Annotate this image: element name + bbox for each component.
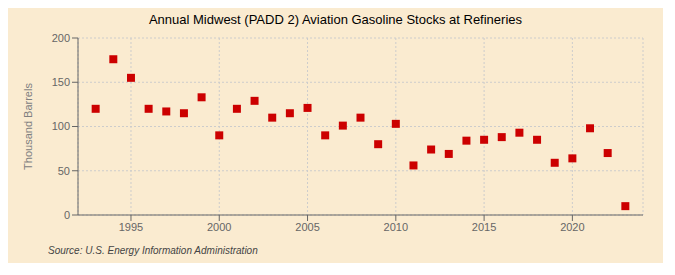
html-text:Source: U.S. Energy Informatio: Source: U.S. Energy Information Administ… xyxy=(48,245,258,256)
svg-text:150: 150 xyxy=(52,76,70,88)
svg-text:2020: 2020 xyxy=(560,221,584,233)
svg-text:Thousand Barrels: Thousand Barrels xyxy=(22,83,34,170)
svg-text:2005: 2005 xyxy=(295,221,319,233)
svg-text:2010: 2010 xyxy=(384,221,408,233)
html-text:Annual Midwest (PADD 2) Aviati: Annual Midwest (PADD 2) Aviation Gasolin… xyxy=(149,12,522,27)
svg-text:50: 50 xyxy=(58,165,70,177)
svg-text:1995: 1995 xyxy=(119,221,143,233)
svg-text:2000: 2000 xyxy=(207,221,231,233)
svg-text:0: 0 xyxy=(64,209,70,221)
svg-text:100: 100 xyxy=(52,120,70,132)
svg-text:2015: 2015 xyxy=(472,221,496,233)
svg-text:200: 200 xyxy=(52,32,70,44)
